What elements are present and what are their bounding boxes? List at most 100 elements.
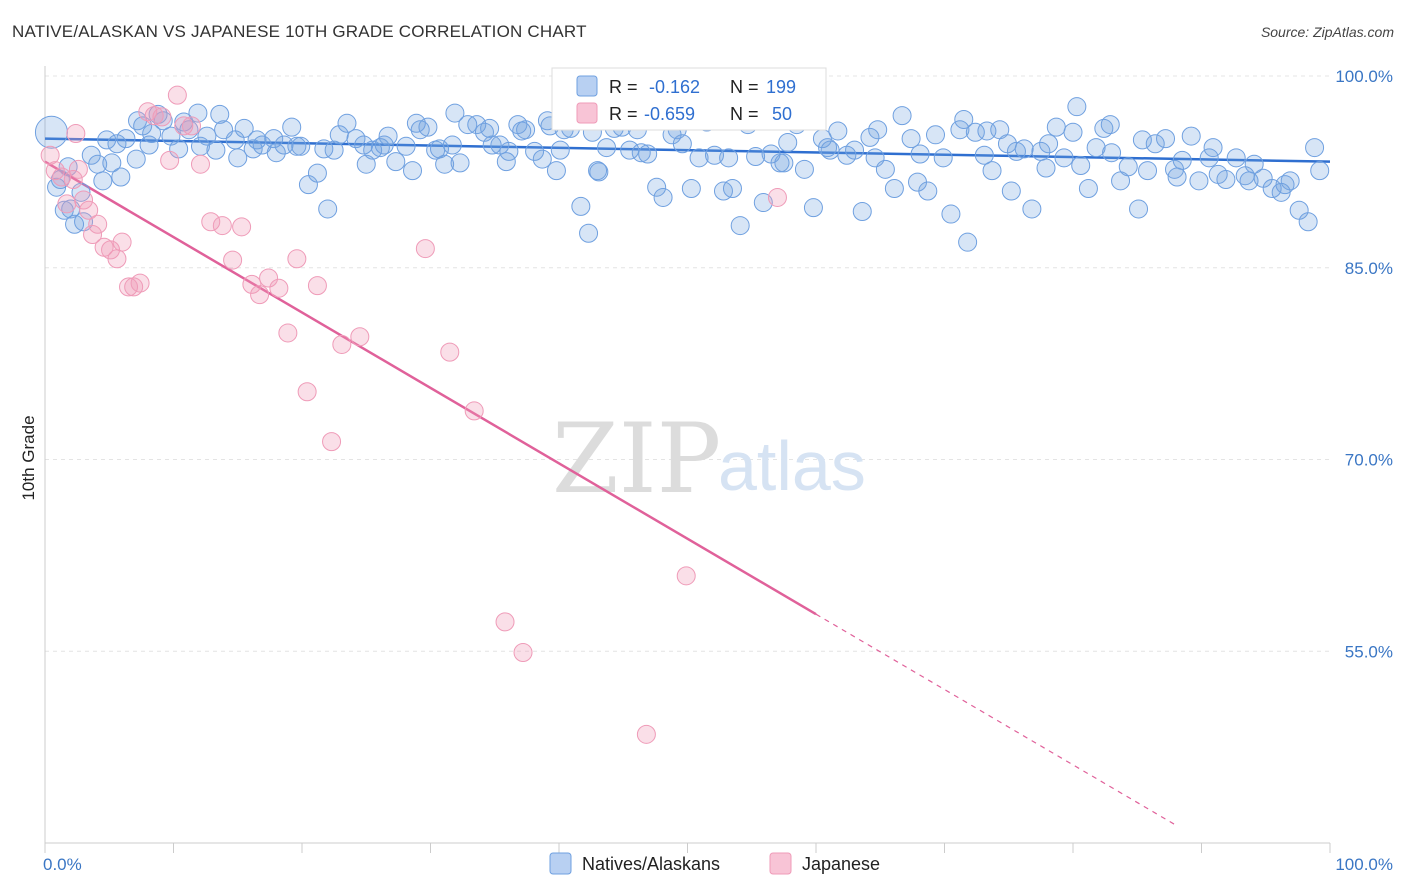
watermark-atlas: atlas [718,427,866,505]
natives-point [1118,157,1138,177]
natives-point [589,162,609,182]
natives-point [525,141,545,161]
japanese-point [269,278,289,298]
stats-n-label-1: N = [730,77,759,97]
stats-r-value-1: -0.162 [649,77,700,97]
natives-point [1305,138,1325,158]
natives-point [314,139,334,159]
stats-legend: R = -0.162 N = 199 R = -0.659 N = 50 [551,67,827,131]
natives-point [753,193,773,213]
legend-label-japanese: Japanese [802,854,880,874]
natives-point [794,159,814,179]
stats-n-label-2: N = [730,104,759,124]
natives-point [704,145,724,165]
japanese-point [119,277,139,297]
natives-point [266,143,286,163]
legend-swatch-japanese [769,852,792,875]
japanese-point [440,342,460,362]
axes [44,66,1331,853]
natives-point [111,167,131,187]
natives-point [828,121,848,141]
japanese-point [152,107,172,127]
japanese-point [57,194,77,214]
natives-point [1022,199,1042,219]
japanese-point [676,566,696,586]
tick-labels: 100.0% 85.0% 70.0% 55.0% 0.0% 100.0% [43,67,1393,874]
stats-n-value-2: 50 [772,104,792,124]
natives-point [1172,150,1192,170]
natives-point [1138,161,1158,181]
natives-point [107,134,127,154]
japanese-point [513,643,533,663]
natives-point [264,129,284,149]
natives-point [954,109,974,129]
japanese-point [88,214,108,234]
natives-point [403,161,423,181]
natives-point [803,198,823,218]
natives-point [467,115,487,135]
japanese-point [52,167,72,187]
natives-point [34,115,68,149]
natives-point [550,140,570,160]
natives-point [597,138,617,158]
natives-point [579,223,599,243]
natives-point [126,149,146,169]
natives-point [950,120,970,140]
natives-point [1036,158,1056,178]
natives-point [778,132,798,152]
natives-point [47,177,67,197]
natives-point [845,140,865,160]
natives-point [620,140,640,160]
japanese-point [83,225,103,245]
natives-point [1039,134,1059,154]
japanese-point [112,232,132,252]
natives-point [1014,139,1034,159]
natives-point [860,127,880,147]
japanese-point [232,217,252,237]
natives-point [1156,129,1176,149]
japanese-point [79,200,99,220]
natives-point [719,148,739,168]
natives-point [337,113,357,133]
natives-point [746,147,766,167]
japanese-point [160,150,180,170]
natives-point [188,103,208,123]
japanese-point [287,249,307,269]
natives-point [356,154,376,174]
natives-point [681,178,701,198]
natives-point [982,161,1002,181]
japanese-trend-line [44,160,817,616]
natives-point [97,130,117,150]
natives-point [546,161,566,181]
natives-point [1145,134,1165,154]
japanese-point [350,327,370,347]
chart-title: NATIVE/ALASKAN VS JAPANESE 10TH GRADE CO… [12,22,587,41]
legend-swatch-natives [549,852,572,875]
natives-point [496,152,516,172]
natives-point [1086,138,1106,158]
natives-point [1216,170,1236,190]
natives-point [1239,171,1259,191]
japanese-point [307,276,327,296]
japanese-point [68,159,88,179]
japanese-point [767,187,787,207]
x-tick-label-0: 0.0% [43,855,82,874]
natives-point [1181,126,1201,146]
data-points [34,84,1330,744]
japanese-point [495,612,515,632]
stats-r-label-2: R = [609,104,638,124]
natives-point [318,199,338,219]
natives-point [429,139,449,159]
natives-point [1275,175,1295,195]
natives-point [1006,141,1026,161]
natives-point [722,178,742,198]
natives-point [1167,167,1187,187]
japanese-trend-extension [815,613,1177,826]
natives-point [818,138,838,158]
natives-point [1298,212,1318,232]
japanese-point [297,382,317,402]
natives-point [865,148,885,168]
natives-point [884,178,904,198]
stats-r-label-1: R = [609,77,638,97]
japanese-point [201,212,221,232]
